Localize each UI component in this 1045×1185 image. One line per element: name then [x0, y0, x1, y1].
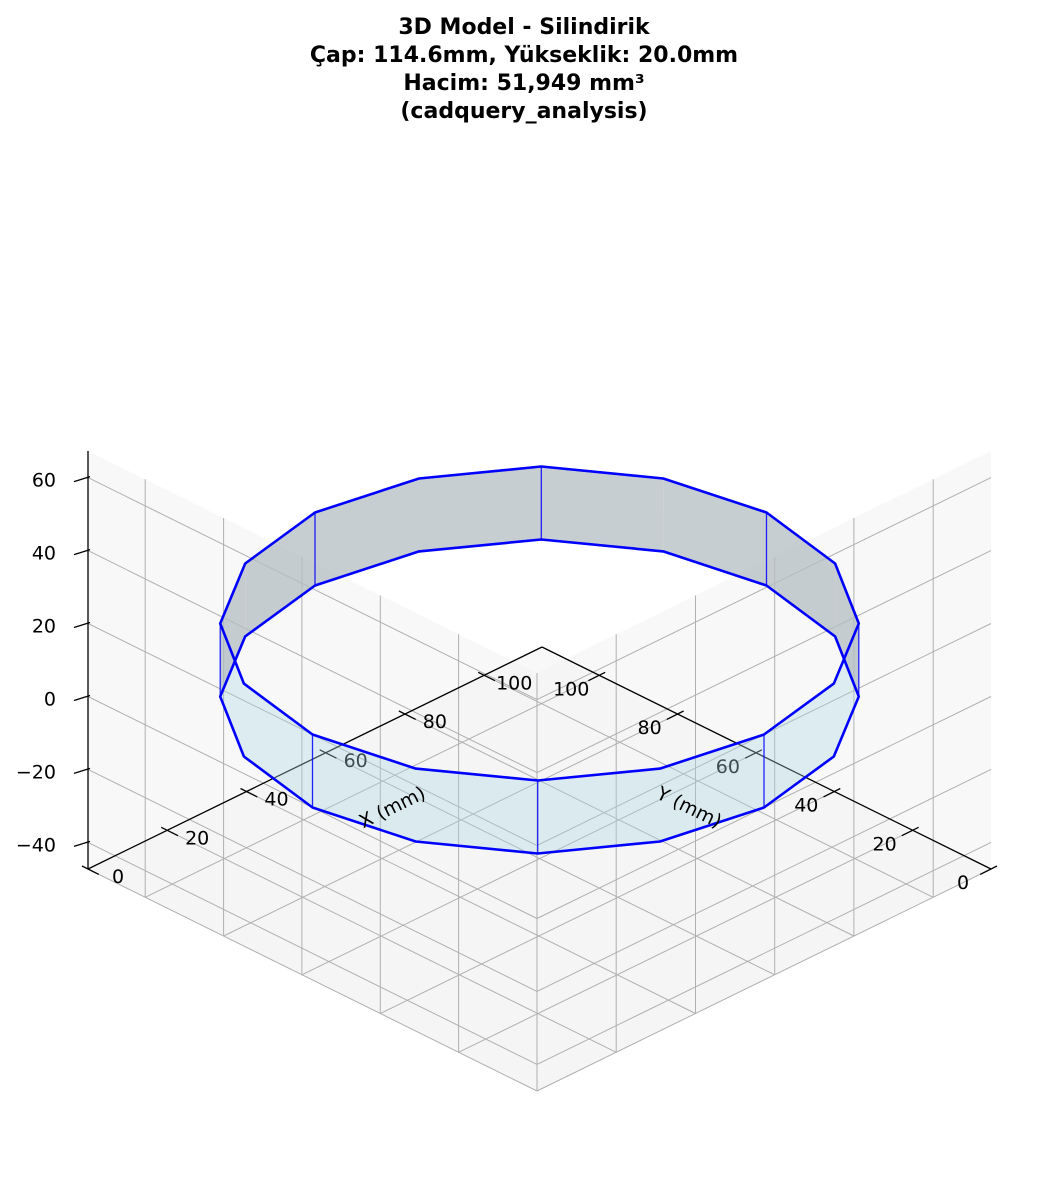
y-tick	[979, 865, 998, 875]
grid-line-z-left-wall	[87, 550, 538, 774]
grid-line-x-floor	[246, 791, 696, 1014]
z-tick-label: −20	[16, 761, 56, 783]
grid-line-z-left-wall	[87, 841, 538, 1065]
y-tick-label: 0	[957, 872, 969, 894]
axes-lines: 0 20 40 60 80 100 0 20 40 60 80 100 −40 −20 0 20 40 60	[16, 451, 998, 894]
grid-line-y-floor	[380, 791, 835, 1014]
y-tick	[823, 787, 841, 798]
z-tick-label: 0	[44, 689, 56, 711]
ring-top-edge	[218, 465, 861, 782]
ring-bottom-edge	[218, 538, 861, 855]
x-tick	[477, 671, 496, 682]
x-tick-label: 60	[344, 750, 368, 772]
z-tick	[73, 767, 91, 775]
y-tick-label: 20	[873, 833, 897, 855]
y-tick-label: 80	[638, 717, 662, 739]
z-tick-label: 40	[32, 543, 56, 565]
chart-title-line-2: Çap: 114.6mm, Yükseklik: 20.0mm	[310, 43, 738, 68]
y-tick-label: 60	[716, 756, 740, 778]
x-axis-line	[87, 646, 543, 870]
z-tick	[73, 548, 91, 556]
grid-line-z-right-wall	[536, 841, 992, 1065]
grid-line-x-floor	[166, 829, 617, 1053]
grid-line-y-floor	[536, 868, 992, 1092]
y-tick	[588, 671, 606, 682]
y-tick	[744, 749, 763, 759]
grid-line-z-right-wall	[536, 550, 992, 774]
x-tick-label: 100	[496, 672, 532, 694]
y-axis-line	[541, 646, 992, 870]
z-tick	[73, 840, 91, 848]
grid-line-x-floor	[404, 713, 855, 937]
ring-face	[541, 466, 664, 552]
ring-face	[245, 512, 315, 637]
grid-line-x-floor	[87, 868, 538, 1092]
x-tick	[81, 865, 100, 875]
ring-face	[537, 768, 660, 854]
x-tick	[398, 710, 416, 720]
y-tick	[666, 710, 684, 720]
x-tick	[160, 826, 179, 837]
z-tick	[73, 621, 91, 629]
ring-face	[766, 512, 836, 637]
ring-face	[243, 683, 313, 808]
grid-line-y-floor	[458, 829, 913, 1053]
3d-model	[218, 465, 861, 855]
x-tick	[240, 787, 258, 798]
chart-title-line-3: Hacim: 51,949 mm³	[403, 71, 644, 96]
ring-face	[220, 563, 246, 697]
z-tick-label: −40	[16, 834, 56, 856]
grid-line-z-right-wall	[536, 768, 992, 992]
chart-title-line-1: 3D Model - Silindirik	[398, 15, 651, 40]
grid-line-y-floor	[301, 752, 757, 976]
y-tick-label: 40	[794, 795, 818, 817]
x-tick-label: 80	[423, 711, 447, 733]
x-tick-label: 20	[185, 827, 209, 849]
z-tick-label: 20	[32, 616, 56, 638]
z-tick	[73, 475, 91, 483]
z-tick	[73, 694, 91, 702]
x-tick-label: 0	[112, 866, 124, 888]
y-tick	[901, 826, 919, 837]
chart-title-line-4: (cadquery_analysis)	[400, 99, 647, 124]
grid-line-x-floor	[483, 674, 934, 898]
grid-line-z-right-wall	[536, 477, 992, 701]
grid-line-y-floor	[144, 674, 600, 898]
ring-face	[835, 563, 859, 697]
ring-face	[764, 683, 834, 808]
chart-title: 3D Model - Silindirik Çap: 114.6mm, Yüks…	[310, 15, 738, 124]
z-tick-label: 60	[32, 470, 56, 492]
axes-grid	[87, 477, 992, 1092]
grid-line-x-floor	[325, 752, 775, 976]
x-tick	[319, 749, 337, 759]
grid-line-z-left-wall	[87, 768, 538, 992]
ring-face	[415, 768, 538, 854]
x-tick-label: 40	[264, 789, 288, 811]
grid-line-y-floor	[223, 713, 678, 937]
ring-face	[419, 466, 542, 552]
y-tick-label: 100	[553, 678, 589, 700]
